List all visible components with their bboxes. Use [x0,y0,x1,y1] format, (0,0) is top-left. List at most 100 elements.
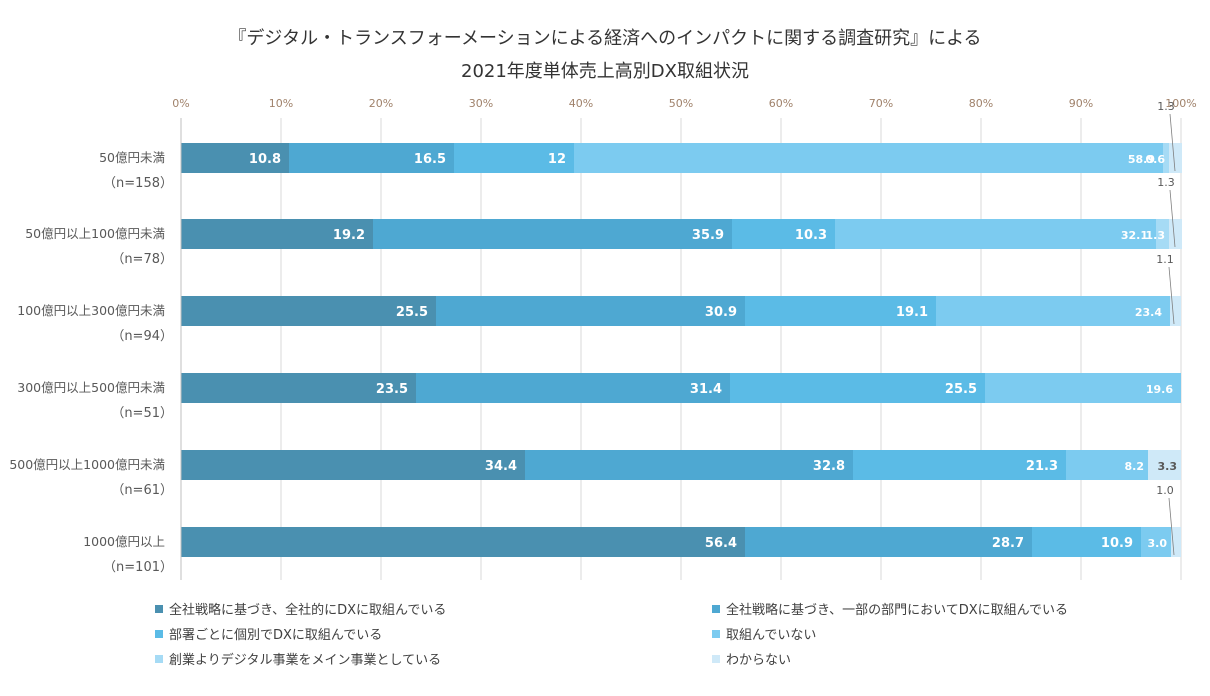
bar-segment [745,296,936,326]
legend-label: わからない [726,653,792,668]
data-label: 58.9 [1128,153,1155,166]
bar-segment [730,373,985,403]
legend-item: 全社戦略に基づき、全社的にDXに取組んでいる [155,599,446,618]
bar-segment [181,219,373,249]
data-label: 12 [548,152,566,167]
legend-label: 全社戦略に基づき、全社的にDXに取組んでいる [169,603,447,618]
x-tick-label: 100% [1165,97,1196,110]
category-n-label: （n=51） [111,406,173,421]
data-label: 1.0 [1156,484,1174,497]
data-label: 25.5 [396,305,428,320]
bar-segment [181,450,525,480]
legend-label: 全社戦略に基づき、一部の部門においてDXに取組んでいる [726,603,1068,618]
data-label: 1.1 [1156,253,1174,266]
legend-label: 創業よりデジタル事業をメイン事業としている [169,653,442,668]
bar-segment [181,143,289,173]
legend-swatch [155,629,163,638]
bar-segment [732,219,835,249]
bar-segment [1169,143,1182,173]
bar-segment [1032,527,1141,557]
data-label: 25.5 [945,382,977,397]
legend-swatch [155,604,163,613]
category-n-label: （n=101） [103,560,173,575]
bar-segment [1171,527,1181,557]
data-label: 8.2 [1125,460,1145,473]
bar-segment [181,373,416,403]
category-label: 50億円以上100億円未満 [25,226,165,241]
bar-segment [985,373,1181,403]
legend-swatch [712,654,720,663]
bar-segment [1066,450,1148,480]
bar-segment [853,450,1066,480]
data-label: 10.9 [1101,536,1133,551]
data-label: 34.4 [485,459,517,474]
data-label: 16.5 [414,152,446,167]
legend-swatch [712,629,720,638]
chart-title: 『デジタル・トランスフォーメーションによる経済へのインパクトに関する調査研究』に… [228,28,982,49]
bar-segment [835,219,1156,249]
x-tick-label: 30% [469,97,493,110]
x-tick-label: 60% [769,97,793,110]
data-label: 31.4 [690,382,722,397]
legend-item: 全社戦略に基づき、一部の部門においてDXに取組んでいる [712,599,1068,618]
legend-item: 取組んでいない [712,624,816,643]
data-label: 28.7 [992,536,1024,551]
callout-leader-line [1168,266,1175,325]
bar-segment [181,527,745,557]
data-label: 23.5 [376,382,408,397]
category-n-label: （n=158） [103,176,173,191]
legend-label: 部署ごとに個別でDXに取組んでいる [169,628,383,643]
x-tick-label: 0% [172,97,189,110]
bar-segment [454,143,574,173]
data-label: 21.3 [1026,459,1058,474]
x-tick-label: 80% [969,97,993,110]
data-label: 23.4 [1135,306,1162,319]
bar-segment [1163,143,1169,173]
data-label: 32.8 [813,459,845,474]
data-label: 1.3 [1157,176,1175,189]
callout-leader-line [1169,189,1176,248]
data-label: 19.2 [333,228,365,243]
bar-segment [181,296,436,326]
bar-segment [1169,219,1182,249]
bar-segment [525,450,853,480]
callout-leader-line [1169,113,1176,172]
bar-segment [1148,450,1181,480]
data-label: 19.6 [1146,383,1173,396]
legend-item: 部署ごとに個別でDXに取組んでいる [155,624,382,643]
category-label: 100億円以上300億円未満 [17,303,165,318]
bar-segment [1156,219,1169,249]
bar-segment [745,527,1032,557]
x-tick-label: 10% [269,97,293,110]
x-tick-label: 20% [369,97,393,110]
bar-segment [373,219,732,249]
legend-item: わからない [712,649,791,668]
category-label: 300億円以上500億円未満 [17,380,165,395]
category-n-label: （n=78） [111,252,173,267]
bar-segment [416,373,730,403]
bar-segment [1141,527,1171,557]
data-label: 30.9 [705,305,737,320]
category-n-label: （n=94） [111,329,173,344]
x-tick-label: 70% [869,97,893,110]
data-label: 35.9 [692,228,724,243]
x-tick-label: 40% [569,97,593,110]
data-label: 10.8 [249,152,281,167]
data-label: 3.0 [1148,537,1168,550]
bar-segment [289,143,454,173]
chart-subtitle: 2021年度単体売上高別DX取組状況 [461,61,749,82]
legend-swatch [712,604,720,613]
data-label: 10.3 [795,228,827,243]
x-tick-label: 90% [1069,97,1093,110]
legend-swatch [155,654,163,663]
legend-item: 創業よりデジタル事業をメイン事業としている [155,649,441,668]
legend-label: 取組んでいない [726,628,817,643]
category-n-label: （n=61） [111,483,173,498]
data-label: 0.6 [1146,153,1166,166]
category-label: 1000億円以上 [83,534,165,549]
bar-segment [936,296,1170,326]
data-label: 19.1 [896,305,928,320]
bar-segment [436,296,745,326]
data-label: 3.3 [1158,460,1178,473]
